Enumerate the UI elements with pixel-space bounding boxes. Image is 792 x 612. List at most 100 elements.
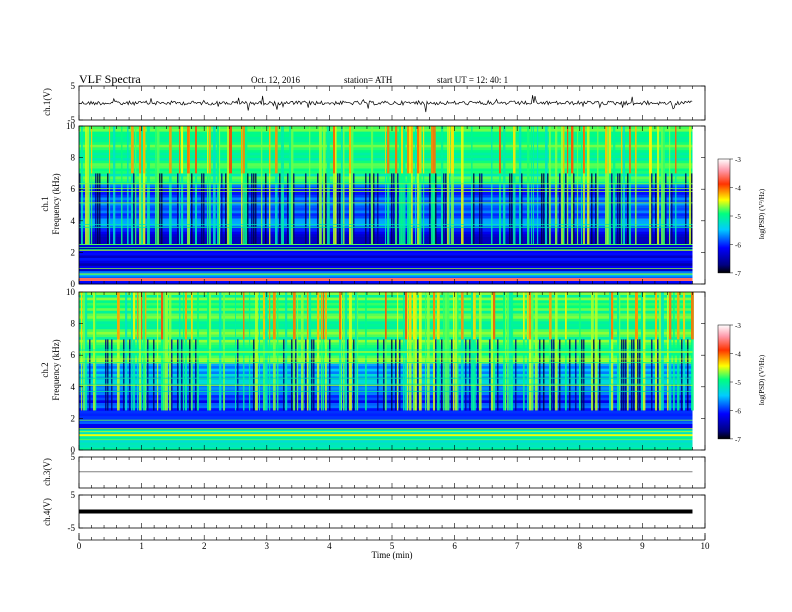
ch1-spec-gap — [253, 173, 255, 245]
ch2-spec-burst-hot — [527, 292, 529, 340]
ch1-spec-burst — [597, 126, 599, 245]
ch2-spec-gap — [593, 339, 595, 411]
ch2-spec-gap — [291, 339, 293, 411]
ch1-spec-burst-hot — [385, 126, 386, 174]
ch2-spec-gap — [353, 339, 355, 411]
ch1-spec-burst-hot — [513, 126, 516, 174]
ch1-spec-gap — [511, 173, 513, 245]
ch1-spec-gap — [443, 173, 445, 245]
ch1-spec-burst-hot — [433, 126, 436, 174]
ch2-spec-gap — [177, 339, 179, 411]
ch2-spec-gap — [539, 339, 541, 411]
ch1-spec-band — [79, 268, 693, 272]
ch1-spec-burst — [419, 126, 422, 245]
ch2-spec-band — [79, 447, 693, 451]
ch2-spec-gap — [171, 339, 173, 411]
ch2-spec-burst-hot — [691, 292, 694, 340]
ch1-spec-gap — [247, 173, 249, 245]
ch2-spec-gap — [623, 339, 625, 411]
ch1-spec-field — [79, 126, 693, 285]
ch2-spec-burst-hot — [161, 292, 164, 340]
ch1-spec-burst-hot — [275, 126, 278, 174]
ch1-spec-burst — [327, 126, 330, 245]
ch1-spec-burst — [415, 126, 417, 245]
ch1-spec-burst — [621, 126, 623, 245]
ch1-spec-burst — [669, 126, 671, 245]
ch1-colorbar-label: log(PSD) (V²/Hz) — [758, 188, 766, 239]
ch2-spec-gap — [489, 339, 491, 411]
ch1-spec-burst — [629, 126, 631, 245]
ch2-spec-band — [79, 428, 693, 432]
ch1-spec-burst-hot — [209, 126, 211, 174]
ch1-spec-gap — [95, 173, 97, 245]
ch2-spec-colorbar-tick-label: -3 — [735, 322, 741, 330]
ch1-spec-burst-hot — [499, 126, 501, 174]
ch1-spec-burst — [139, 126, 142, 245]
ch1-spec-gap — [365, 173, 367, 245]
ch1-wave-frame — [78, 85, 706, 121]
ch1-spec-y-tick-label: 0 — [71, 279, 76, 289]
time-axis-tick-label: 0 — [77, 541, 82, 551]
ch1-spec-burst-hot — [583, 126, 585, 174]
ch1-spec-gap — [655, 173, 657, 245]
ch1-spec-burst — [663, 126, 665, 245]
ch1-spec-burst-hot — [431, 126, 434, 174]
ch2-spec-gap — [631, 339, 633, 411]
ch2-spec-y-tick-label: 10 — [66, 287, 76, 297]
ch1-spec-gap — [373, 173, 375, 245]
ch2-spec-burst-hot — [141, 292, 143, 340]
ch1-spec-burst — [657, 126, 660, 245]
ch1-spec-burst — [81, 126, 83, 245]
ch1-spec-burst-hot — [387, 126, 390, 174]
ch1-spec-burst — [261, 126, 263, 245]
ch2-spec-gap — [123, 339, 125, 411]
ch2-spectrogram-panel: ch.2 Frequency (kHz) log(PSD) (V²/Hz) 0 2… — [40, 287, 766, 455]
ch2-spec-burst-hot — [133, 292, 136, 340]
ch1-spec-burst — [157, 126, 160, 245]
ch2-spec-gap — [477, 339, 479, 411]
ch1-spec-burst-hot — [109, 126, 111, 174]
ch1-spec-gap — [325, 173, 327, 245]
ch2-spec-colorbar-tick-label: -5 — [735, 379, 741, 387]
ch1-spec-gap — [445, 173, 447, 245]
ch1-spec-burst — [395, 126, 398, 245]
ch1-spec-burst — [269, 126, 271, 245]
ch1-spec-burst-hot — [675, 126, 677, 174]
ch1-spec-gap — [397, 173, 399, 245]
ch1-spec-gap — [435, 173, 437, 245]
ch2-spec-gap — [391, 339, 393, 411]
ch1-spec-gap — [509, 173, 511, 245]
ch1-spec-burst — [441, 126, 444, 245]
ch2-spec-colorbar-tick-label: -7 — [735, 436, 741, 444]
ch1-spec-gap — [559, 173, 561, 245]
ch1-spec-gap — [353, 173, 355, 245]
ch1-spectrogram-panel: ch.1 Frequency (kHz) log(PSD) (V²/Hz) 0 2… — [40, 121, 766, 289]
ch2-spec-gap — [581, 339, 583, 411]
ch2-spec-low-band — [79, 434, 693, 437]
ch1-spec-burst-hot — [91, 126, 93, 174]
ch2-spec-burst-hot — [655, 292, 657, 340]
ch1-spec-gap — [337, 173, 339, 245]
ch2-spec-burst-hot — [137, 292, 139, 340]
ch1-spec-gap — [339, 173, 341, 245]
ch1-spec-burst — [581, 126, 583, 245]
ch2-spec-gap — [621, 339, 623, 411]
ch1-spec-burst — [607, 126, 609, 245]
ch2-spec-burst-hot — [325, 292, 327, 340]
ch1-spec-band — [79, 252, 693, 256]
ch2-spec-gap — [599, 339, 601, 411]
ch2-spec-gap — [583, 339, 585, 411]
start-time-label: start UT = 12: 40: 1 — [437, 75, 508, 85]
ch1-spec-band — [79, 244, 693, 248]
ch2-spec-gap — [543, 339, 545, 411]
ch2-spec-gap — [497, 339, 499, 411]
ch2-spec-gap — [111, 339, 113, 411]
ch2-spec-colorbar-tick-label: -4 — [735, 351, 741, 359]
ch1-spec-gap — [547, 173, 549, 245]
ch1-spec-burst — [417, 126, 420, 245]
ch2-spec-burst-hot — [385, 292, 387, 340]
ch1-spec-gap — [191, 173, 193, 245]
ch2-spec-burst-hot — [317, 292, 320, 340]
ch1-spec-burst — [291, 126, 294, 245]
ch1-spec-burst — [91, 126, 93, 245]
